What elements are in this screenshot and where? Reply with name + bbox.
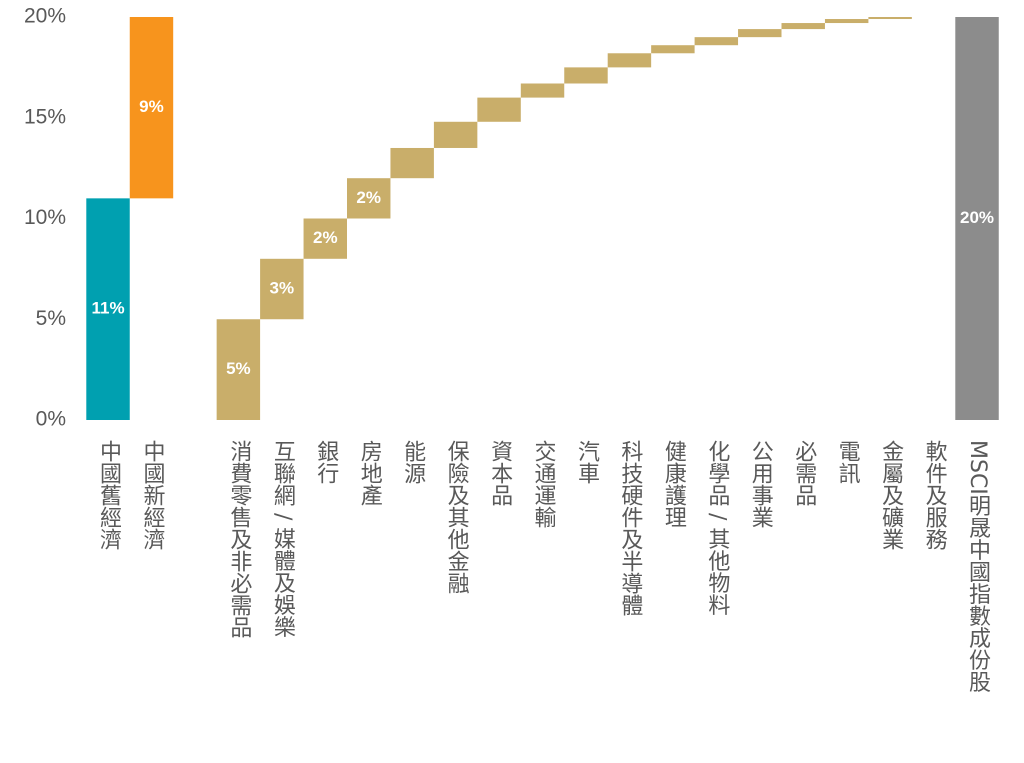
value-label: 2% bbox=[313, 228, 338, 247]
value-label: 3% bbox=[270, 279, 295, 298]
x-tick-label: 中國舊經濟 bbox=[96, 440, 122, 550]
x-tick-label: 互聯網 / 媒體及娛樂 bbox=[270, 440, 296, 638]
bar bbox=[564, 67, 608, 84]
bar bbox=[781, 23, 825, 30]
x-tick-label: 化學品 / 其他物料 bbox=[704, 440, 730, 616]
x-tick-label: 保險及其他金融 bbox=[444, 440, 470, 594]
x-tick-label: MSCI明晟中國指數成份股 bbox=[965, 440, 991, 693]
bar bbox=[347, 178, 391, 219]
value-label: 11% bbox=[91, 299, 124, 318]
x-tick-label: 中國新經濟 bbox=[139, 440, 165, 550]
bar bbox=[216, 319, 261, 420]
y-tick-label: 15% bbox=[24, 105, 66, 128]
y-tick-label: 10% bbox=[24, 206, 66, 229]
bar bbox=[129, 17, 174, 199]
y-tick-label: 20% bbox=[24, 5, 66, 28]
bar bbox=[738, 29, 782, 38]
value-label: 5% bbox=[226, 359, 251, 378]
bar bbox=[477, 97, 521, 122]
x-tick-label: 能源 bbox=[400, 440, 426, 484]
x-tick-label: 必需品 bbox=[791, 440, 817, 506]
x-tick-label: 健康護理 bbox=[661, 440, 687, 528]
value-label: 9% bbox=[139, 97, 164, 116]
x-tick-label: 房地產 bbox=[357, 440, 383, 506]
bar bbox=[694, 37, 739, 46]
bar bbox=[824, 19, 869, 24]
bar bbox=[955, 17, 999, 420]
bar bbox=[260, 258, 304, 320]
x-tick-label: 軟件及服務 bbox=[922, 440, 948, 550]
x-tick-label: 電訊 bbox=[835, 440, 860, 484]
x-tick-label: 銀行 bbox=[313, 440, 339, 484]
bar bbox=[868, 17, 912, 20]
x-tick-label: 科技硬件及半導體 bbox=[617, 440, 643, 616]
bar bbox=[390, 147, 434, 179]
bar bbox=[303, 218, 347, 259]
x-tick-label: 汽車 bbox=[574, 440, 600, 484]
bar bbox=[86, 198, 130, 420]
x-tick-label: 金屬及礦業 bbox=[878, 440, 904, 550]
value-label: 2% bbox=[356, 188, 381, 207]
bar bbox=[651, 45, 695, 54]
y-tick-label: 5% bbox=[36, 307, 66, 330]
x-tick-label: 消費零售及非必需品 bbox=[226, 440, 252, 638]
y-tick-label: 0% bbox=[36, 408, 66, 431]
x-tick-label: 交通運輸 bbox=[531, 440, 557, 528]
bar bbox=[520, 83, 565, 98]
bar bbox=[433, 121, 478, 148]
value-label: 20% bbox=[960, 208, 994, 227]
bar bbox=[607, 53, 652, 68]
x-tick-label: 公用事業 bbox=[748, 440, 774, 528]
x-tick-label: 資本品 bbox=[487, 440, 513, 506]
